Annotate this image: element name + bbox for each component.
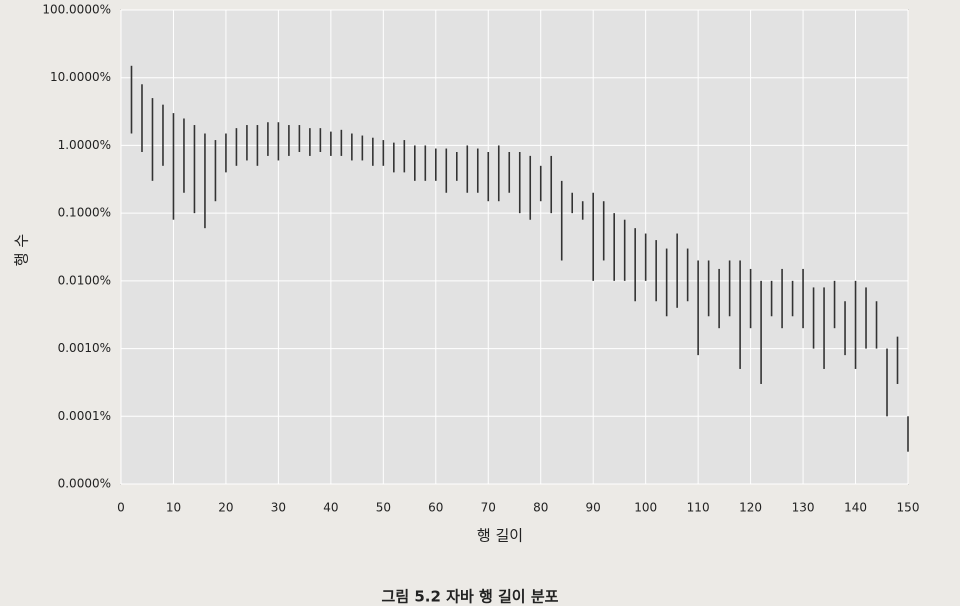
x-tick-label: 90 xyxy=(586,501,601,515)
y-tick-label: 0.1000% xyxy=(58,206,111,220)
x-tick-label: 110 xyxy=(687,501,710,515)
plot-area xyxy=(120,9,909,485)
x-tick-label: 130 xyxy=(792,501,815,515)
x-tick-label: 140 xyxy=(844,501,867,515)
x-tick-label: 10 xyxy=(166,501,181,515)
y-tick-label: 0.0000% xyxy=(58,477,111,491)
y-tick-label: 0.0010% xyxy=(58,341,111,355)
y-tick-label: 100.0000% xyxy=(42,3,111,17)
x-tick-label: 40 xyxy=(323,501,338,515)
y-tick-label: 1.0000% xyxy=(58,138,111,152)
caption: 그림 5.2 자바 행 길이 분포 xyxy=(382,588,559,606)
x-tick-label: 0 xyxy=(117,501,125,515)
x-tick-label: 80 xyxy=(533,501,548,515)
x-tick-label: 30 xyxy=(271,501,286,515)
x-tick-label: 100 xyxy=(634,501,657,515)
y-tick-label: 0.0001% xyxy=(58,409,111,423)
x-axis-label: 행 길이 xyxy=(477,527,523,545)
y-axis-label: 행 수 xyxy=(13,234,31,266)
y-tick-label: 0.0100% xyxy=(58,273,111,287)
x-tick-label: 50 xyxy=(376,501,391,515)
y-tick-label: 10.0000% xyxy=(50,70,111,84)
x-tick-label: 70 xyxy=(481,501,496,515)
x-tick-label: 120 xyxy=(739,501,762,515)
x-tick-label: 20 xyxy=(218,501,233,515)
x-tick-label: 150 xyxy=(897,501,920,515)
x-tick-label: 60 xyxy=(428,501,443,515)
